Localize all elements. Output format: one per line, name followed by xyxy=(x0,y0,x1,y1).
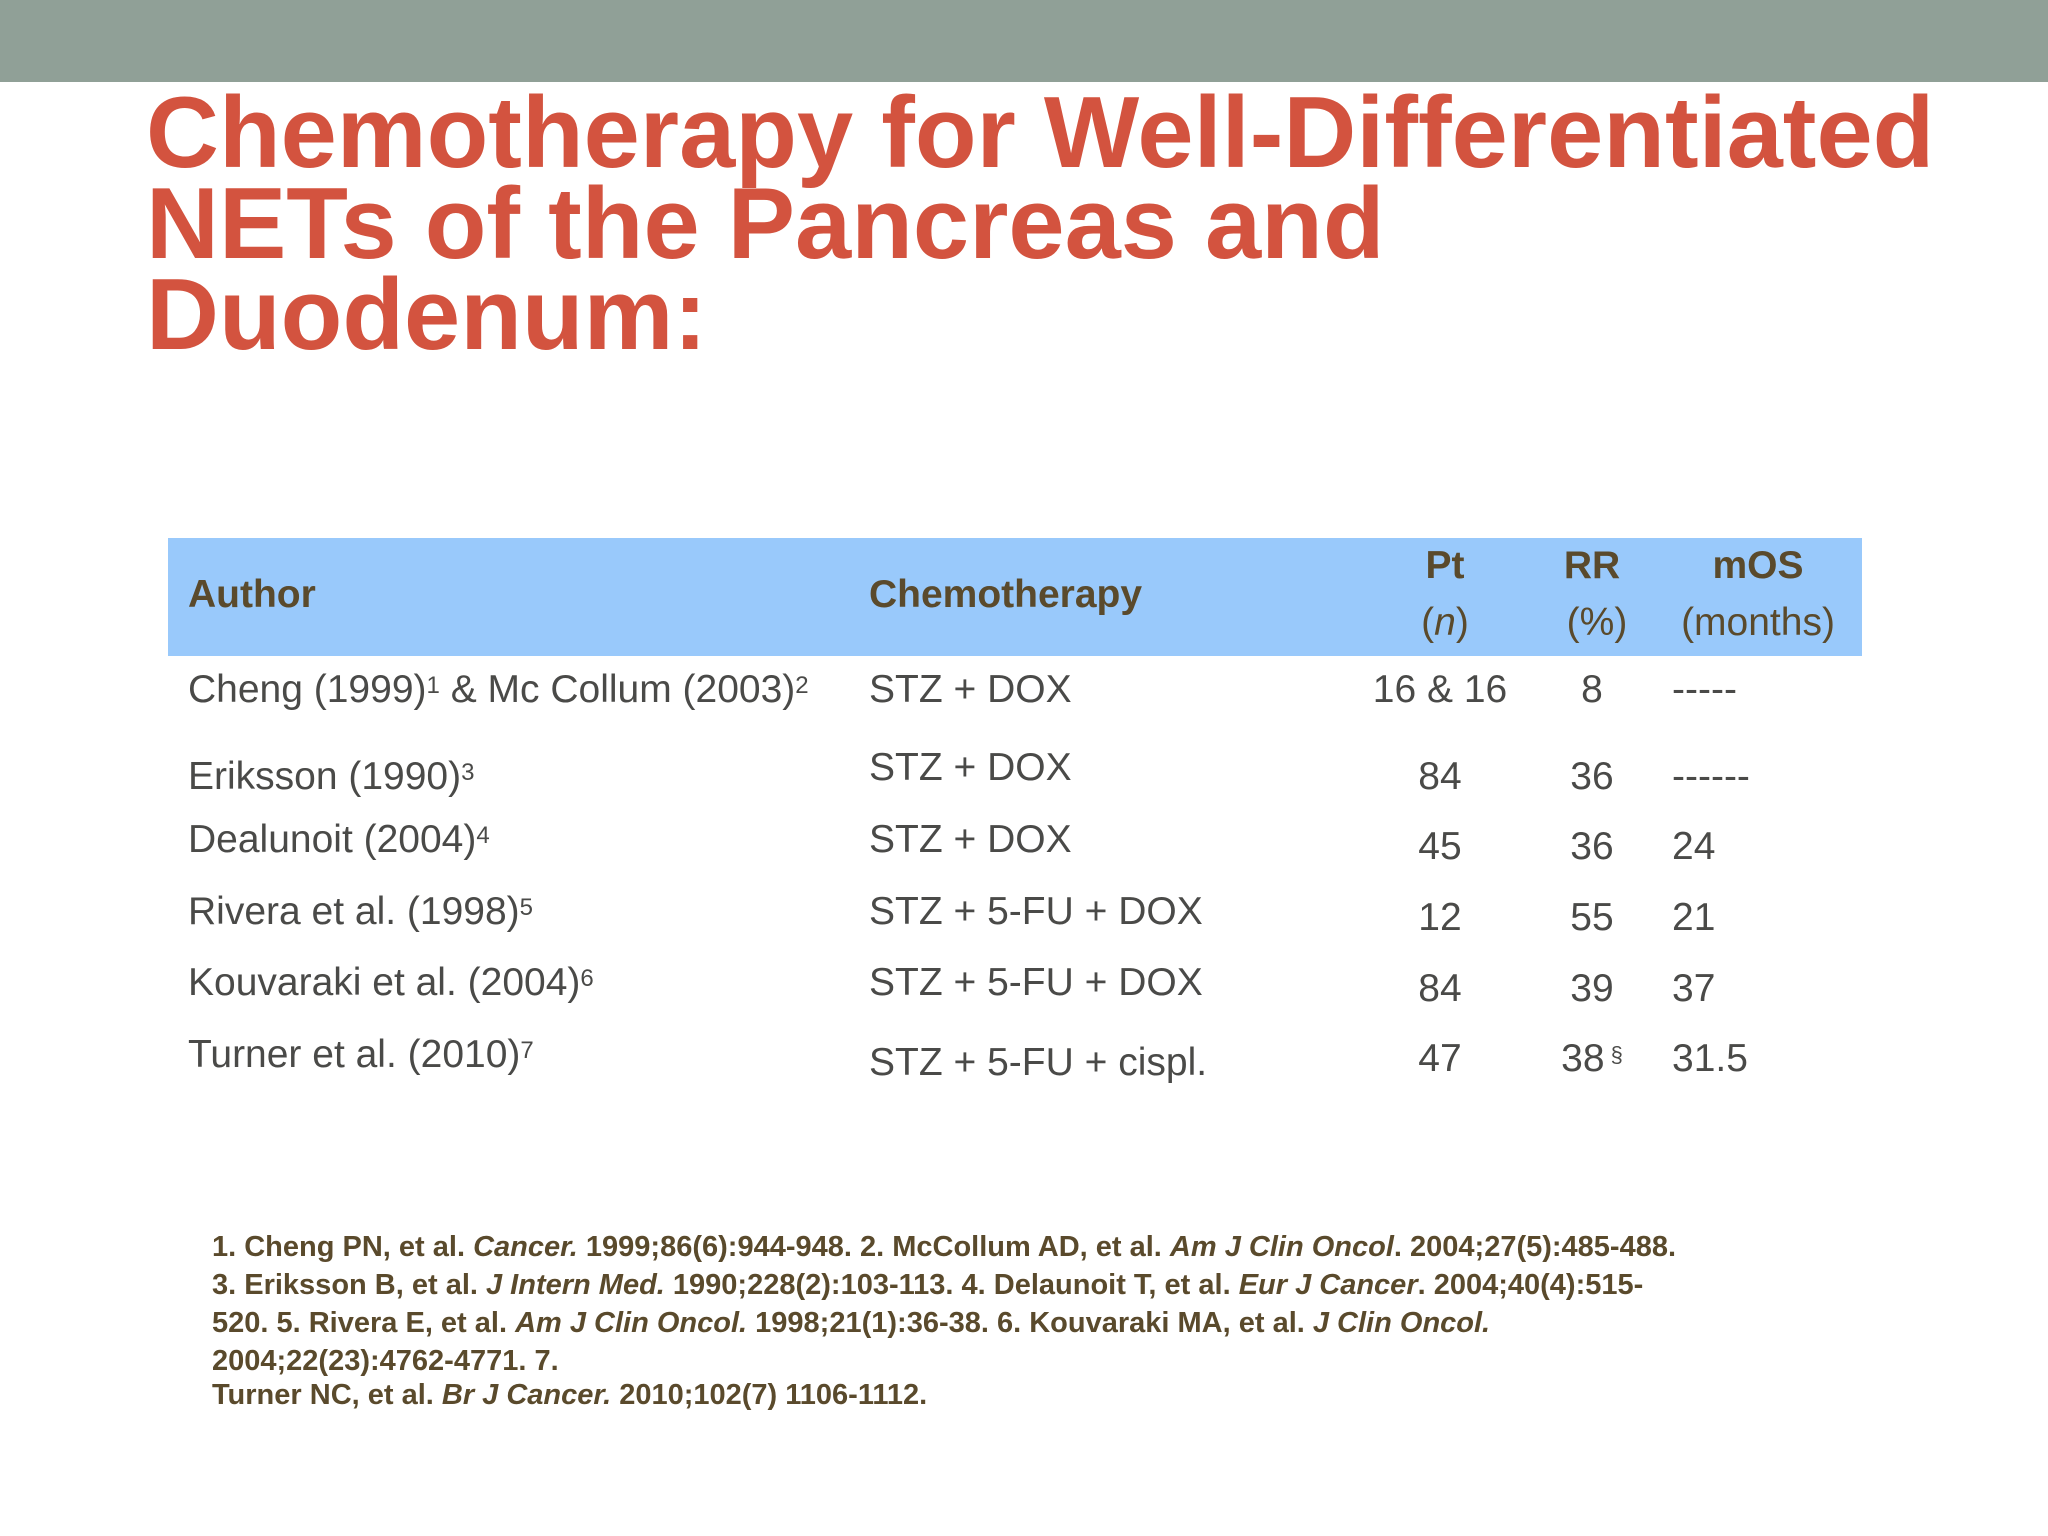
citation-sup: 7 xyxy=(520,1037,534,1064)
citation-sup: 4 xyxy=(476,822,490,849)
row-5-rr: 39 xyxy=(1570,967,1614,1010)
ref-text: 1998;21(1):36-38. 6. Kouvaraki MA, et al… xyxy=(747,1307,1313,1339)
ref-journal: Am J Clin Oncol xyxy=(1169,1231,1394,1263)
ref-text: . 2004;27(5):485-488. xyxy=(1393,1231,1677,1263)
ref-text: 1. Cheng PN, et al. xyxy=(212,1231,474,1263)
row-3-mos: 24 xyxy=(1672,825,1716,868)
ref-text: . 2004;40(4):515- xyxy=(1417,1269,1644,1301)
title-line-2: NETs of the Pancreas and xyxy=(146,168,1385,280)
row-6-author: Turner et al. (2010)7 xyxy=(188,1032,534,1078)
author-name: Cheng (1999) xyxy=(188,668,427,711)
row-1-chemo: STZ + DOX xyxy=(869,668,1072,711)
reference-line-5: Turner NC, et al. Br J Cancer. 2010;102(… xyxy=(212,1376,1832,1414)
header-chemotherapy: Chemotherapy xyxy=(869,573,1143,616)
reference-line-3: 520. 5. Rivera E, et al. Am J Clin Oncol… xyxy=(212,1304,1832,1342)
row-5-author: Kouvaraki et al. (2004)6 xyxy=(188,960,594,1006)
reference-line-1: 1. Cheng PN, et al. Cancer. 1999;86(6):9… xyxy=(212,1228,1832,1266)
header-rr: RR xyxy=(1563,544,1621,587)
row-6-pt: 47 xyxy=(1418,1037,1462,1080)
ref-text: 2010;102(7) 1106-1112. xyxy=(611,1379,928,1411)
ref-text: Turner NC, et al. xyxy=(212,1379,442,1411)
header-author: Author xyxy=(188,573,316,616)
citation-sup: 6 xyxy=(580,965,594,992)
row-3-chemo: STZ + DOX xyxy=(869,818,1072,861)
row-1-mos: ----- xyxy=(1672,668,1737,711)
ref-journal: J Clin Oncol. xyxy=(1312,1307,1491,1339)
references: 1. Cheng PN, et al. Cancer. 1999;86(6):9… xyxy=(212,1228,1832,1414)
row-2-pt: 84 xyxy=(1418,755,1462,798)
ref-journal: Cancer. xyxy=(473,1231,578,1263)
row-6-rr: 38 § xyxy=(1561,1036,1623,1082)
author-name: Dealunoit (2004) xyxy=(188,818,477,861)
slide-title: Chemotherapy for Well-Differentiated NET… xyxy=(146,77,2006,371)
row-1-pt: 16 & 16 xyxy=(1372,668,1508,711)
row-2-rr: 36 xyxy=(1570,755,1614,798)
row-5-pt: 84 xyxy=(1418,967,1462,1010)
author-name: Eriksson (1990) xyxy=(188,755,462,798)
row-2-mos: ------ xyxy=(1672,755,1750,798)
header-rr-unit: (%) xyxy=(1566,601,1628,644)
header-pt: Pt xyxy=(1425,544,1465,587)
citation-sup: 5 xyxy=(519,894,534,921)
author-name: Kouvaraki et al. (2004) xyxy=(188,961,581,1004)
title-line-1: Chemotherapy for Well-Differentiated xyxy=(146,77,1935,189)
row-6-chemo: STZ + 5-FU + cispl. xyxy=(869,1041,1208,1084)
row-4-mos: 21 xyxy=(1672,896,1716,939)
author-name: Turner et al. (2010) xyxy=(188,1033,521,1076)
ref-journal: Br J Cancer. xyxy=(441,1379,612,1411)
reference-line-2: 3. Eriksson B, et al. J Intern Med. 1990… xyxy=(212,1266,1832,1304)
row-5-mos: 37 xyxy=(1672,967,1716,1010)
ref-journal: Am J Clin Oncol. xyxy=(515,1307,748,1339)
header-mos-unit: (months) xyxy=(1681,601,1835,644)
author-name-2: & Mc Collum (2003) xyxy=(439,668,796,711)
reference-line-4: 2004;22(23):4762-4771. 7. xyxy=(212,1345,559,1377)
header-pt-unit-n: n xyxy=(1434,601,1456,644)
row-4-pt: 12 xyxy=(1418,896,1462,939)
ref-text: 3. Eriksson B, et al. xyxy=(212,1269,486,1301)
row-3-author: Dealunoit (2004)4 xyxy=(188,817,490,863)
table-header-band xyxy=(168,538,1862,656)
row-5-chemo: STZ + 5-FU + DOX xyxy=(869,961,1203,1004)
row-1-rr: 8 xyxy=(1581,668,1603,711)
ref-journal: Eur J Cancer xyxy=(1238,1269,1418,1301)
title-line-3: Duodenum: xyxy=(146,259,708,371)
row-3-pt: 45 xyxy=(1418,825,1462,868)
ref-text: 1999;86(6):944-948. 2. McCollum AD, et a… xyxy=(577,1231,1170,1263)
header-mos: mOS xyxy=(1712,544,1804,587)
row-3-rr: 36 xyxy=(1570,825,1614,868)
citation-sup: 1 xyxy=(426,672,440,699)
row-4-chemo: STZ + 5-FU + DOX xyxy=(869,890,1203,933)
row-6-mos: 31.5 xyxy=(1672,1037,1748,1080)
row-1-author: Cheng (1999)1 & Mc Collum (2003)2 xyxy=(188,667,809,713)
row-4-author: Rivera et al. (1998)5 xyxy=(188,889,533,935)
citation-sup-2: 2 xyxy=(795,672,809,699)
ref-text: 520. 5. Rivera E, et al. xyxy=(212,1307,516,1339)
header-pt-unit: (n) xyxy=(1421,601,1469,644)
author-name: Rivera et al. (1998) xyxy=(188,890,520,933)
row-2-chemo: STZ + DOX xyxy=(869,746,1072,789)
rr-value: 38 xyxy=(1561,1037,1605,1080)
ref-journal: J Intern Med. xyxy=(486,1269,665,1301)
section-sign-sup: § xyxy=(1610,1042,1623,1067)
row-2-author: Eriksson (1990)3 xyxy=(188,754,474,800)
citation-sup: 3 xyxy=(461,759,475,786)
ref-text: 1990;228(2):103-113. 4. Delaunoit T, et … xyxy=(664,1269,1239,1301)
top-accent-bar xyxy=(0,0,2048,82)
row-4-rr: 55 xyxy=(1570,896,1614,939)
